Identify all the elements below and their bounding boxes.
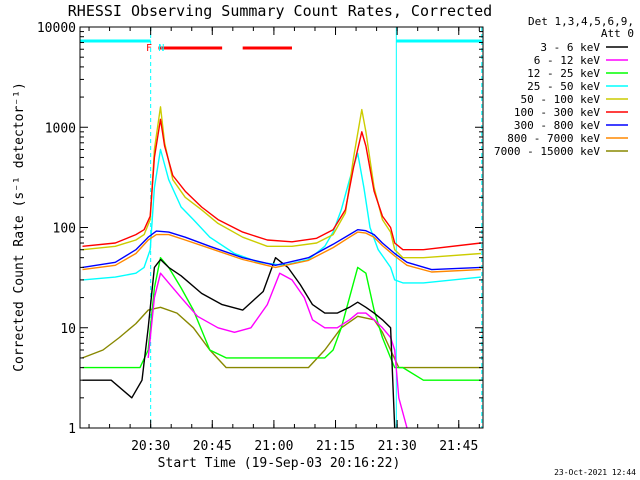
legend-label-5: 100 - 300 keV bbox=[514, 106, 600, 119]
legend-header-1: Att 0 bbox=[601, 27, 634, 40]
legend-label-6: 300 - 800 keV bbox=[514, 119, 600, 132]
x-axis-label: Start Time (19-Sep-03 20:16:22) bbox=[158, 456, 401, 471]
x-tick-label-2: 21:00 bbox=[254, 439, 293, 454]
x-tick-label-3: 21:15 bbox=[316, 439, 355, 454]
legend-label-8: 7000 - 15000 keV bbox=[494, 145, 600, 158]
x-tick-label-0: 20:30 bbox=[131, 439, 170, 454]
annotation-0: F bbox=[146, 43, 152, 54]
series-line-8 bbox=[82, 306, 481, 369]
legend-label-4: 50 - 100 keV bbox=[521, 93, 601, 106]
y-tick-label-1: 10 bbox=[60, 322, 76, 337]
x-tick-label-4: 21:30 bbox=[378, 439, 417, 454]
annotation-1: N bbox=[158, 43, 164, 54]
axes: 20:30 20:45 21:00 21:15 21:30 21:45 1 10 100 1000… bbox=[37, 21, 484, 454]
legend-label-2: 12 - 25 keV bbox=[527, 67, 600, 80]
plot-clip-group bbox=[80, 27, 483, 428]
y-tick-label-0: 1 bbox=[68, 422, 76, 437]
chart-title: RHESSI Observing Summary Count Rates, Co… bbox=[68, 2, 492, 20]
legend-label-1: 6 - 12 keV bbox=[534, 54, 601, 67]
legend-label-0: 3 - 6 keV bbox=[540, 41, 600, 54]
legend-header-0: Det 1,3,4,5,6,9, bbox=[528, 15, 634, 28]
legend-label-3: 25 - 50 keV bbox=[527, 80, 600, 93]
series-line-1 bbox=[147, 272, 408, 428]
x-tick-label-1: 20:45 bbox=[193, 439, 232, 454]
y-tick-label-3: 1000 bbox=[45, 121, 76, 136]
legend-label-7: 800 - 7000 keV bbox=[507, 132, 600, 145]
series-line-4 bbox=[82, 106, 481, 259]
series-line-6 bbox=[82, 228, 481, 271]
series-line-2 bbox=[82, 257, 481, 381]
y-axis-label: Corrected Count Rate (s⁻¹ detector⁻¹) bbox=[12, 82, 27, 372]
series-line-0 bbox=[82, 257, 396, 428]
y-tick-label-2: 100 bbox=[53, 222, 76, 237]
x-tick-label-5: 21:45 bbox=[439, 439, 478, 454]
series-line-5 bbox=[82, 118, 481, 251]
y-tick-label-4: 10000 bbox=[37, 21, 76, 36]
footer-date: 23-Oct-2021 12:44 bbox=[554, 468, 636, 477]
series-line-7 bbox=[82, 231, 481, 273]
